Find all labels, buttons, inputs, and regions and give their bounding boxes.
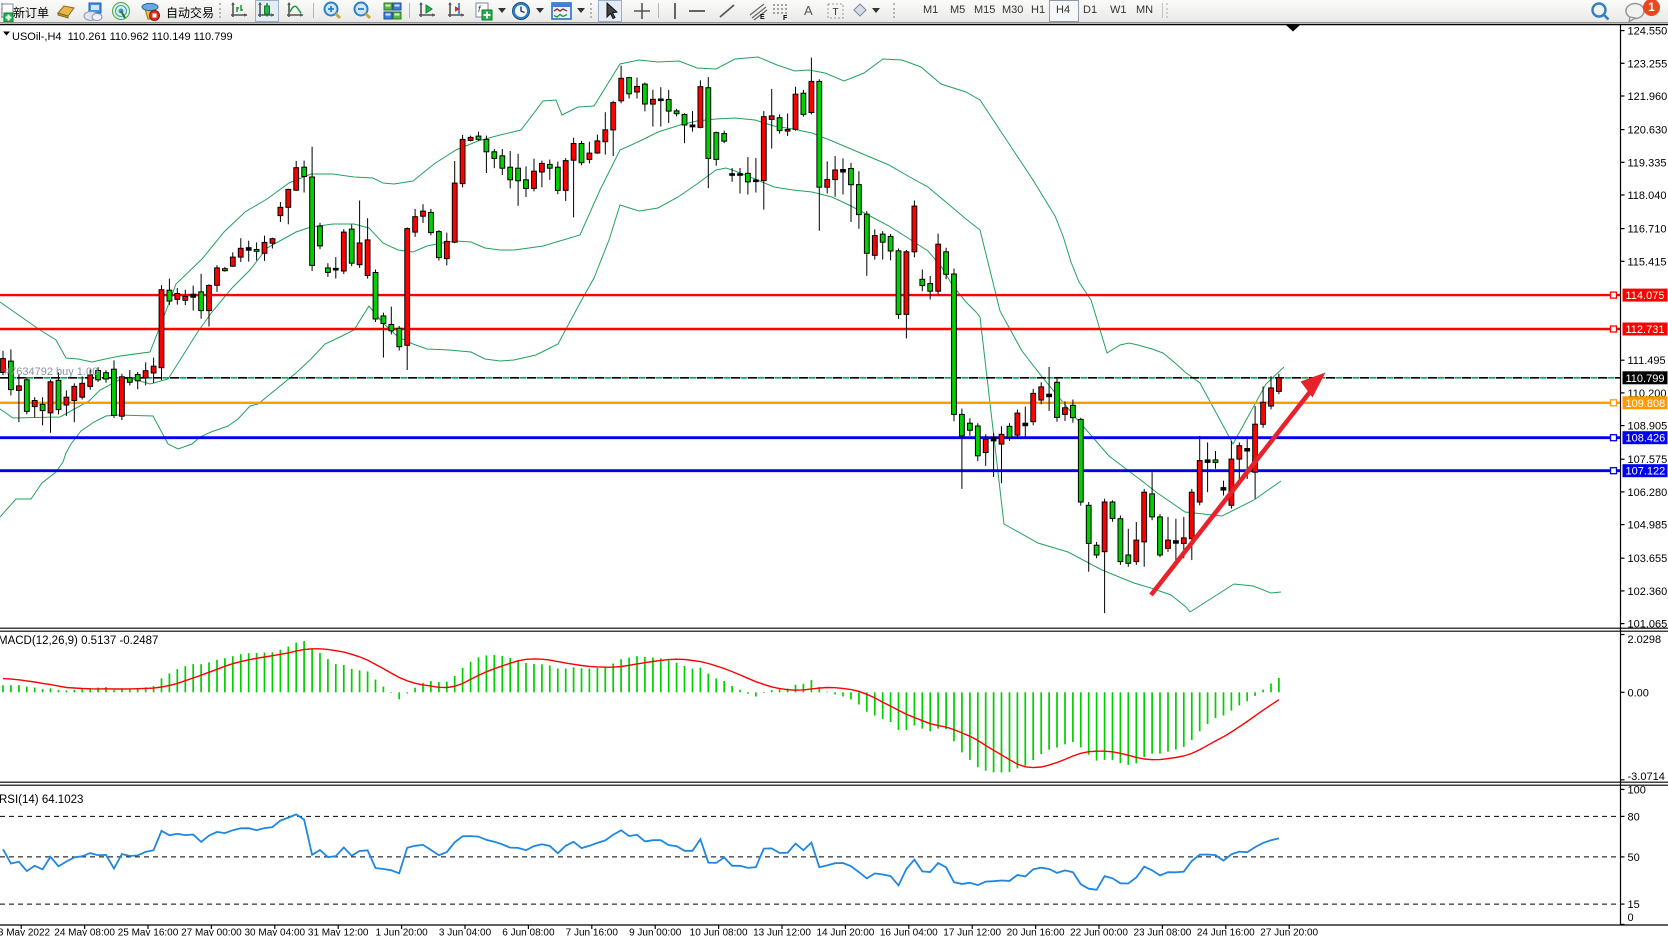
svg-text:107.122: 107.122 (1626, 466, 1666, 478)
svg-text:107.575: 107.575 (1628, 454, 1668, 466)
svg-text:24 Jun 16:00: 24 Jun 16:00 (1197, 928, 1255, 936)
svg-text:114.075: 114.075 (1626, 290, 1665, 302)
svg-text:14 Jun 20:00: 14 Jun 20:00 (816, 928, 874, 936)
svg-text:112.731: 112.731 (1626, 324, 1665, 336)
svg-text:30 May 04:00: 30 May 04:00 (244, 928, 305, 936)
svg-text:1 Jun 20:00: 1 Jun 20:00 (375, 928, 428, 936)
svg-text:23 Jun 08:00: 23 Jun 08:00 (1133, 928, 1191, 936)
svg-text:3 Jun 04:00: 3 Jun 04:00 (439, 928, 492, 936)
svg-text:102.360: 102.360 (1628, 586, 1668, 598)
svg-text:25 May 16:00: 25 May 16:00 (118, 928, 179, 936)
svg-text:31 May 12:00: 31 May 12:00 (308, 928, 369, 936)
svg-text:103.655: 103.655 (1628, 553, 1668, 565)
svg-text:111.495: 111.495 (1628, 355, 1666, 367)
svg-text:20 Jun 16:00: 20 Jun 16:00 (1007, 928, 1065, 936)
svg-text:101.065: 101.065 (1628, 619, 1668, 631)
svg-text:MACD(12,26,9) 0.5137 -0.2487: MACD(12,26,9) 0.5137 -0.2487 (0, 635, 158, 647)
svg-text:9 Jun 00:00: 9 Jun 00:00 (629, 928, 682, 936)
svg-text:E: E (760, 14, 765, 21)
svg-text:27 Jun 20:00: 27 Jun 20:00 (1260, 928, 1318, 936)
svg-text:118.040: 118.040 (1628, 190, 1667, 202)
svg-text:108.426: 108.426 (1626, 433, 1666, 445)
svg-text:0: 0 (1628, 912, 1634, 924)
svg-text:106.280: 106.280 (1628, 487, 1668, 499)
svg-text:119.335: 119.335 (1628, 157, 1667, 169)
svg-text:23 May 2022: 23 May 2022 (0, 928, 51, 936)
svg-text:F: F (783, 15, 788, 21)
svg-text:USOil-,H4 110.261 110.962 110: USOil-,H4 110.261 110.962 110.149 110.79… (12, 31, 233, 43)
svg-text:17 Jun 12:00: 17 Jun 12:00 (943, 928, 1001, 936)
svg-text:24 May 08:00: 24 May 08:00 (54, 928, 115, 936)
svg-text:50: 50 (1628, 852, 1640, 864)
svg-text:16 Jun 04:00: 16 Jun 04:00 (880, 928, 938, 936)
svg-text:-3.0714: -3.0714 (1628, 771, 1665, 783)
svg-text:116.710: 116.710 (1628, 224, 1667, 236)
svg-text:115.415: 115.415 (1628, 256, 1667, 268)
svg-text:104.985: 104.985 (1628, 520, 1668, 532)
svg-text:0.00: 0.00 (1628, 687, 1649, 699)
svg-text:f: f (478, 4, 482, 14)
svg-text:2.0298: 2.0298 (1628, 634, 1662, 646)
svg-text:109.808: 109.808 (1626, 398, 1666, 410)
svg-text:80: 80 (1628, 811, 1640, 823)
svg-text:22 Jun 00:00: 22 Jun 00:00 (1070, 928, 1128, 936)
svg-text:6 Jun 08:00: 6 Jun 08:00 (502, 928, 555, 936)
svg-text:RSI(14) 64.1023: RSI(14) 64.1023 (0, 794, 83, 806)
svg-text:108.905: 108.905 (1628, 421, 1668, 433)
svg-text:124.550: 124.550 (1628, 26, 1668, 38)
svg-text:120.630: 120.630 (1628, 125, 1668, 137)
svg-text:#7634792 buy 1.00: #7634792 buy 1.00 (4, 366, 98, 378)
svg-text:121.960: 121.960 (1628, 91, 1668, 103)
svg-text:123.255: 123.255 (1628, 58, 1668, 70)
svg-text:13 Jun 12:00: 13 Jun 12:00 (753, 928, 811, 936)
svg-text:100: 100 (1628, 784, 1646, 796)
svg-text:10 Jun 08:00: 10 Jun 08:00 (690, 928, 748, 936)
svg-text:7 Jun 16:00: 7 Jun 16:00 (566, 928, 619, 936)
svg-text:15: 15 (1628, 899, 1640, 911)
svg-text:27 May 00:00: 27 May 00:00 (181, 928, 242, 936)
svg-text:110.799: 110.799 (1626, 373, 1665, 385)
svg-text:T: T (833, 7, 839, 18)
